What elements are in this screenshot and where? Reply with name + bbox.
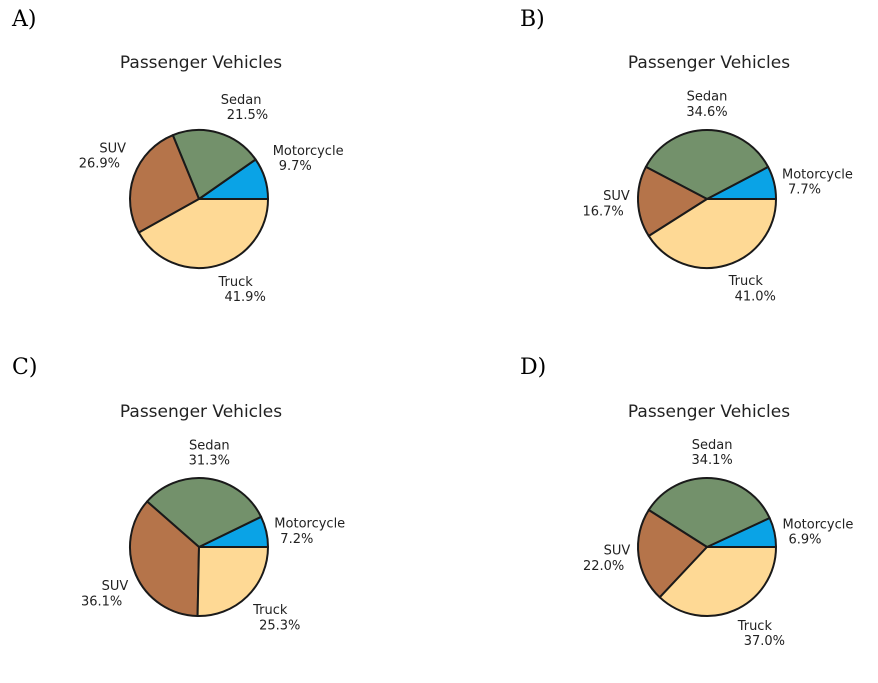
chart-title: Passenger Vehicles (628, 53, 790, 73)
pie-slice-suv (637, 165, 708, 237)
pie-slice-sedan (146, 477, 263, 548)
pie-slice-sedan (171, 129, 257, 200)
slice-category-label: SUV (99, 142, 126, 157)
slice-value-label: 9.7% (279, 159, 312, 174)
pie-slice-truck (137, 198, 269, 270)
slice-value-label: 16.7% (582, 204, 623, 219)
pie-slice-truck (196, 546, 269, 617)
slice-category-label: SUV (604, 544, 631, 559)
slice-category-label: SUV (603, 189, 630, 204)
slice-category-label: Motorcycle (782, 168, 853, 183)
slice-value-label: 31.3% (189, 454, 230, 469)
slice-value-label: 6.9% (789, 533, 822, 548)
chart-title: Passenger Vehicles (120, 402, 282, 422)
panel-letter: A) (11, 7, 36, 32)
slice-value-label: 22.0% (583, 559, 624, 574)
slice-value-label: 25.3% (259, 618, 300, 633)
slice-value-label: 21.5% (227, 108, 268, 123)
pie-slice-suv (637, 509, 708, 599)
pie-slice-truck (647, 198, 777, 269)
pie-slice-truck (658, 546, 777, 617)
slice-value-label: 34.6% (686, 105, 727, 120)
slice-category-label: Sedan (692, 438, 733, 453)
slice-category-label: Truck (728, 274, 764, 289)
slice-category-label: Motorcycle (273, 144, 344, 159)
slice-value-label: 7.7% (788, 183, 821, 198)
panel-letter: C) (12, 355, 37, 380)
slice-category-label: Truck (218, 275, 254, 290)
pie-slice-suv (129, 500, 200, 617)
slice-category-label: Motorcycle (783, 517, 854, 532)
slice-category-label: Motorcycle (274, 517, 345, 532)
chart-title: Passenger Vehicles (628, 402, 790, 422)
slice-value-label: 36.1% (81, 594, 122, 609)
slice-value-label: 37.0% (744, 634, 785, 649)
slice-category-label: Truck (737, 619, 773, 634)
slice-category-label: Truck (252, 603, 288, 618)
slice-value-label: 41.0% (735, 289, 776, 304)
panel-letter: D) (520, 355, 546, 380)
chart-title: Passenger Vehicles (120, 53, 282, 73)
slice-category-label: Sedan (221, 93, 262, 108)
slice-category-label: Sedan (687, 90, 728, 105)
slice-value-label: 34.1% (691, 453, 732, 468)
slice-category-label: Sedan (189, 438, 230, 453)
slice-value-label: 41.9% (225, 290, 266, 305)
panel-letter: B) (520, 7, 545, 32)
slice-value-label: 26.9% (79, 157, 120, 172)
slice-value-label: 7.2% (280, 532, 313, 547)
pie-slice-sedan (647, 477, 771, 548)
pie-slice-sedan (644, 128, 770, 200)
slice-category-label: SUV (102, 579, 129, 594)
